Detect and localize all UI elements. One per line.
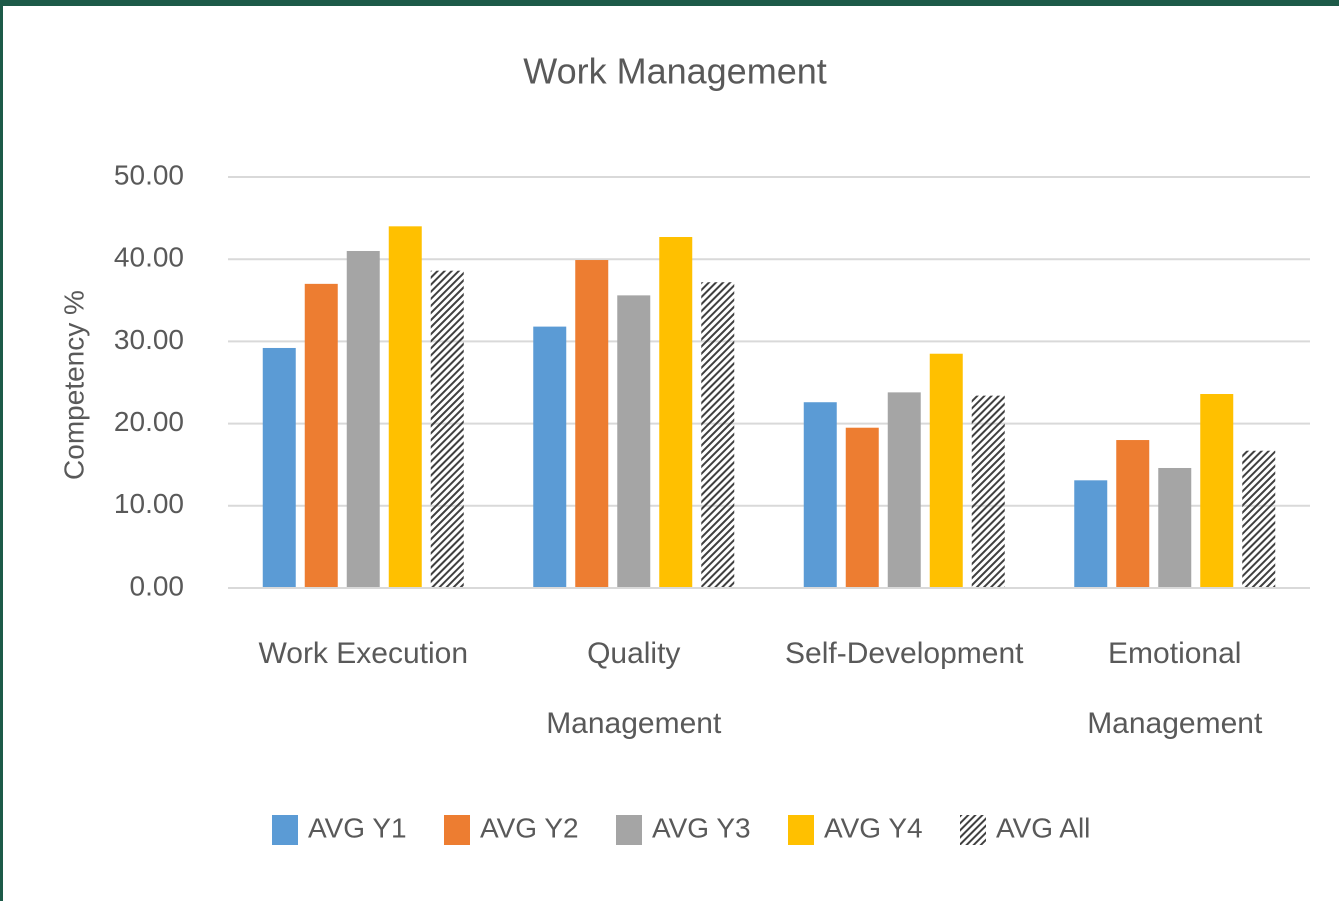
legend-swatch xyxy=(272,815,298,845)
chart-title: Work Management xyxy=(523,51,826,92)
bar xyxy=(388,226,422,588)
bar xyxy=(1200,394,1234,588)
legend-label: AVG Y3 xyxy=(652,812,751,843)
legend-label: AVG Y1 xyxy=(308,812,407,843)
bar xyxy=(575,260,609,588)
bar xyxy=(1074,480,1108,588)
bar xyxy=(262,347,296,588)
legend-label: AVG Y4 xyxy=(824,812,923,843)
x-tick-label: Emotional Management xyxy=(1087,637,1263,740)
bar xyxy=(929,353,963,588)
bar xyxy=(1158,467,1192,588)
bar xyxy=(845,427,879,588)
y-tick-label: 50.00 xyxy=(114,159,184,190)
y-axis-label: Competency % xyxy=(58,290,89,480)
y-tick-label: 10.00 xyxy=(114,488,184,519)
x-tick-label: Self-Development xyxy=(785,637,1024,670)
bar xyxy=(887,392,921,588)
bar xyxy=(617,295,651,588)
legend-swatch xyxy=(960,815,986,845)
x-tick-label: Quality Management xyxy=(546,637,722,740)
bar xyxy=(1242,450,1276,588)
legend-swatch xyxy=(444,815,470,845)
bar xyxy=(659,237,693,589)
legend-swatch xyxy=(788,815,814,845)
y-tick-label: 20.00 xyxy=(114,406,184,437)
legend-label: AVG All xyxy=(996,812,1090,843)
legend-label: AVG Y2 xyxy=(480,812,579,843)
y-tick-label: 30.00 xyxy=(114,324,184,355)
bar xyxy=(971,395,1005,588)
y-tick-label: 40.00 xyxy=(114,242,184,273)
bar xyxy=(346,250,380,589)
bar xyxy=(533,326,567,588)
bar xyxy=(803,402,837,588)
y-tick-label: 0.00 xyxy=(130,570,185,601)
bar xyxy=(430,270,464,588)
bar xyxy=(701,282,735,588)
bar xyxy=(1116,440,1150,588)
legend-swatch xyxy=(616,815,642,845)
x-tick-label: Work Execution xyxy=(258,637,469,670)
bar xyxy=(304,283,338,588)
